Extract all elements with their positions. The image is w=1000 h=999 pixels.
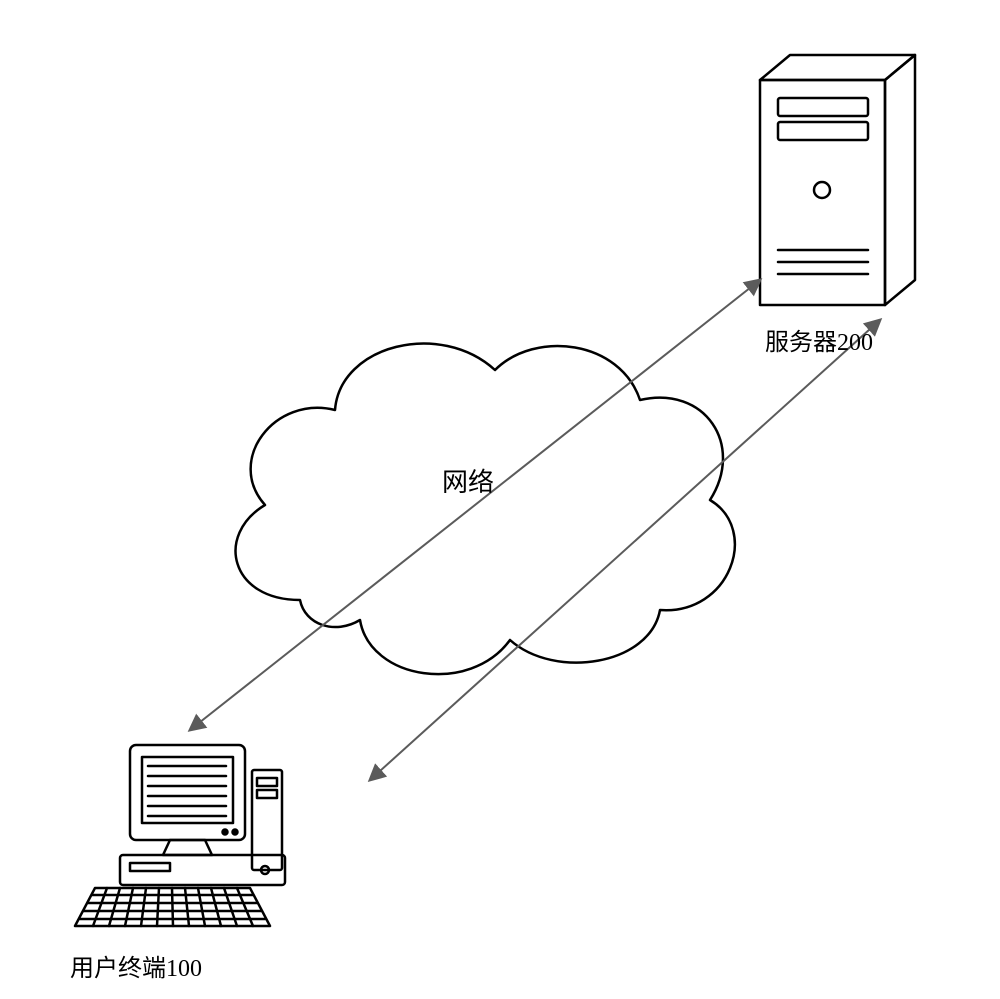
terminal-label: 用户终端100	[70, 948, 202, 983]
terminal-icon	[75, 745, 285, 926]
cloud-icon	[236, 344, 735, 675]
server-icon	[760, 55, 915, 305]
cloud-label: 网络	[442, 462, 494, 499]
server-label: 服务器200	[765, 322, 873, 357]
diagram-canvas	[0, 0, 1000, 999]
